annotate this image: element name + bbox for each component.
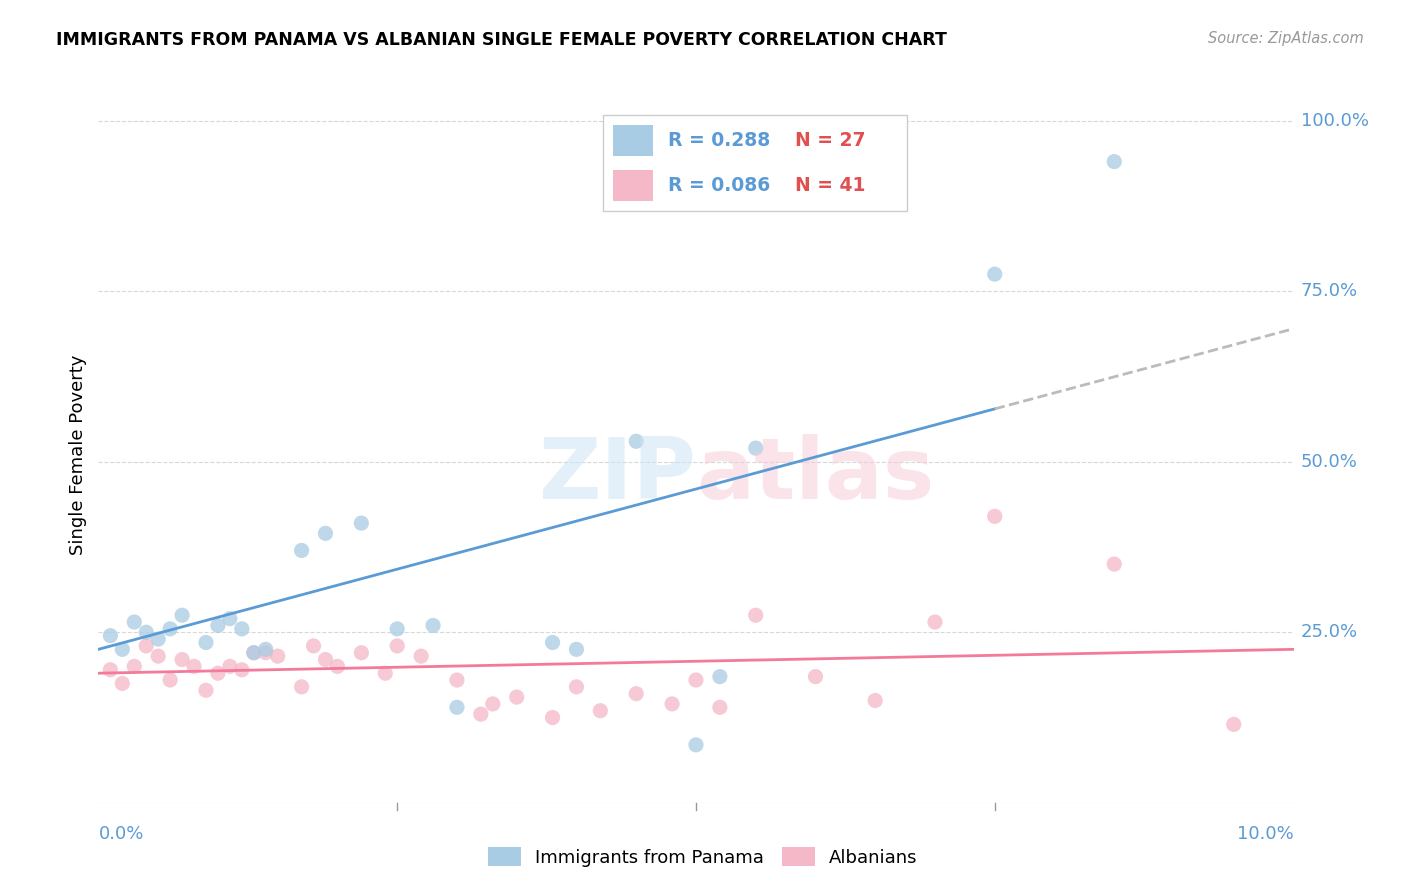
- Text: 0.0%: 0.0%: [98, 825, 143, 843]
- Point: [661, 697, 683, 711]
- Point: [1104, 557, 1126, 571]
- Point: [183, 659, 205, 673]
- Point: [98, 663, 122, 677]
- Point: [207, 666, 229, 681]
- Point: [290, 543, 312, 558]
- Point: [745, 441, 768, 455]
- Point: [422, 618, 444, 632]
- Point: [135, 625, 157, 640]
- Point: [589, 704, 612, 718]
- Point: [159, 622, 181, 636]
- Point: [924, 615, 946, 629]
- Point: [541, 635, 564, 649]
- Point: [172, 608, 194, 623]
- Point: [111, 676, 134, 690]
- Point: [124, 615, 146, 629]
- Point: [374, 666, 396, 681]
- Text: 50.0%: 50.0%: [1301, 453, 1357, 471]
- Point: [709, 670, 731, 684]
- Point: [148, 649, 170, 664]
- Point: [302, 639, 325, 653]
- Text: R = 0.288: R = 0.288: [668, 131, 770, 150]
- Point: [350, 516, 373, 530]
- Point: [1223, 717, 1246, 731]
- Point: [207, 618, 229, 632]
- Point: [983, 509, 1005, 524]
- Point: [254, 642, 277, 657]
- Point: [315, 526, 337, 541]
- Point: [709, 700, 731, 714]
- Point: [135, 639, 157, 653]
- Point: [745, 608, 768, 623]
- Text: N = 27: N = 27: [796, 131, 866, 150]
- Point: [565, 680, 588, 694]
- Point: [624, 434, 647, 449]
- Text: N = 41: N = 41: [796, 176, 866, 194]
- Point: [194, 635, 218, 649]
- Point: [470, 707, 492, 722]
- Point: [98, 629, 122, 643]
- Point: [624, 687, 647, 701]
- Point: [159, 673, 181, 687]
- FancyBboxPatch shape: [613, 125, 652, 155]
- Point: [541, 710, 564, 724]
- Legend: Immigrants from Panama, Albanians: Immigrants from Panama, Albanians: [481, 840, 925, 874]
- Point: [1104, 154, 1126, 169]
- FancyBboxPatch shape: [613, 170, 652, 201]
- Point: [315, 652, 337, 666]
- Text: atlas: atlas: [696, 434, 934, 517]
- Point: [219, 659, 242, 673]
- Point: [254, 646, 277, 660]
- Point: [804, 670, 827, 684]
- Point: [148, 632, 170, 646]
- Text: Source: ZipAtlas.com: Source: ZipAtlas.com: [1208, 31, 1364, 46]
- Point: [267, 649, 290, 664]
- Point: [243, 646, 266, 660]
- Y-axis label: Single Female Poverty: Single Female Poverty: [69, 355, 87, 555]
- Point: [411, 649, 433, 664]
- Point: [983, 267, 1005, 281]
- Point: [172, 652, 194, 666]
- Point: [231, 663, 253, 677]
- Point: [446, 673, 468, 687]
- Point: [565, 642, 588, 657]
- Text: R = 0.086: R = 0.086: [668, 176, 770, 194]
- Text: ZIP: ZIP: [538, 434, 696, 517]
- Point: [111, 642, 134, 657]
- Point: [446, 700, 468, 714]
- Point: [685, 673, 707, 687]
- Text: 100.0%: 100.0%: [1301, 112, 1368, 129]
- Point: [219, 612, 242, 626]
- Point: [865, 693, 887, 707]
- Point: [481, 697, 505, 711]
- Text: 10.0%: 10.0%: [1237, 825, 1294, 843]
- Point: [506, 690, 529, 704]
- Point: [124, 659, 146, 673]
- Point: [326, 659, 349, 673]
- Point: [243, 646, 266, 660]
- Point: [350, 646, 373, 660]
- Text: 75.0%: 75.0%: [1301, 282, 1358, 301]
- FancyBboxPatch shape: [603, 114, 907, 211]
- Text: IMMIGRANTS FROM PANAMA VS ALBANIAN SINGLE FEMALE POVERTY CORRELATION CHART: IMMIGRANTS FROM PANAMA VS ALBANIAN SINGL…: [56, 31, 948, 49]
- Point: [231, 622, 253, 636]
- Point: [290, 680, 312, 694]
- Text: 25.0%: 25.0%: [1301, 624, 1358, 641]
- Point: [685, 738, 707, 752]
- Point: [385, 639, 409, 653]
- Point: [385, 622, 409, 636]
- Point: [194, 683, 218, 698]
